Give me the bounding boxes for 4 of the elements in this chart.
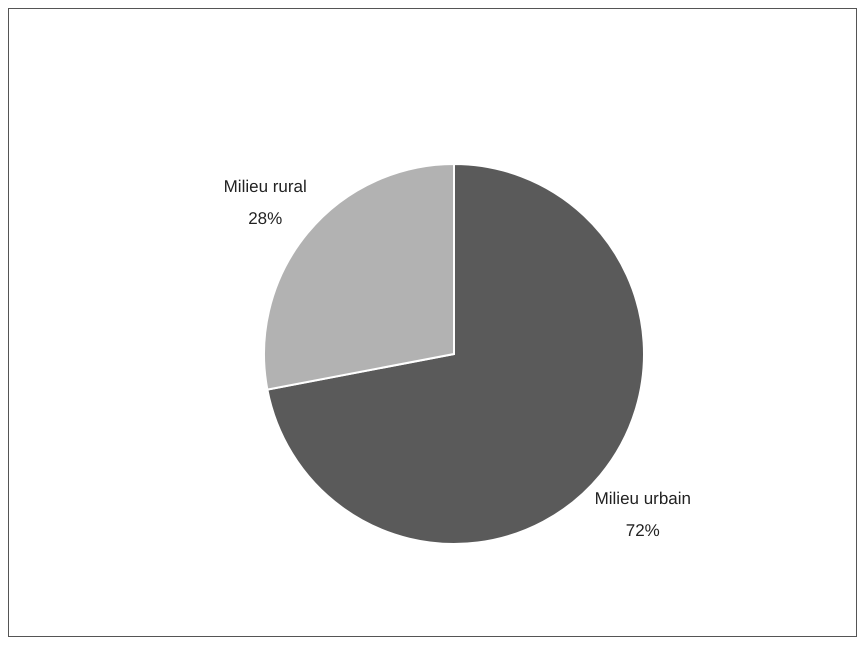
slice-label: Milieu rural [224, 176, 307, 196]
data-label: 72% [626, 521, 660, 540]
slice-label: Milieu urbain [594, 489, 691, 508]
data-label: 28% [248, 208, 282, 228]
